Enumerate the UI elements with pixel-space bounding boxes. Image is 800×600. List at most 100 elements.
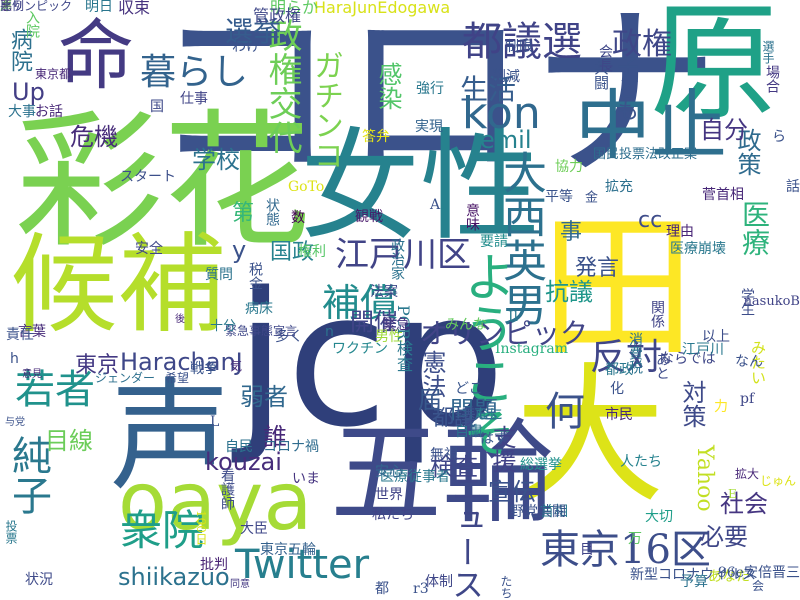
word-190: 100日 (194, 510, 208, 545)
word-125: 戦争 (190, 361, 218, 377)
word-23: 東京16区 (540, 527, 711, 573)
word-65: 届 (418, 386, 442, 414)
word-122: 言葉 (18, 324, 46, 340)
word-53: 対策 (678, 380, 706, 428)
word-158: お話 (35, 104, 63, 120)
word-85: ならでは (660, 351, 716, 367)
word-95: 数 (291, 210, 305, 226)
word-96: 質問 (205, 267, 233, 283)
word-161: 責任 (6, 327, 34, 343)
word-136: 首相 (540, 504, 568, 520)
word-121: コロナ禍 (263, 439, 319, 455)
word-54: 支援 (488, 425, 516, 473)
word-115: はず (480, 431, 508, 447)
word-124: ジェンダー (95, 371, 156, 385)
word-57: 社会 (720, 490, 768, 518)
word-70: HaraJunEdogawa (314, 0, 451, 17)
word-116: 総選挙 (520, 457, 562, 473)
word-178: Il (508, 309, 519, 325)
word-29: 何 (545, 389, 585, 435)
word-117: 医療従事者 (380, 469, 450, 485)
word-26: 大西英男 (495, 150, 546, 326)
word-32: kouzai (205, 448, 282, 476)
word-58: 必要 (700, 523, 748, 551)
word-30: 反対 (590, 337, 663, 378)
word-163: 与党 (5, 417, 25, 428)
word-175: L (210, 414, 220, 430)
word-80: 医療崩壊 (670, 241, 726, 257)
word-77: 国民投票法改正案 (593, 147, 698, 162)
word-143: 江戸川 (682, 342, 724, 358)
word-164: 政治家 (389, 238, 405, 280)
word-133: 予算 (680, 574, 708, 590)
word-56: 宣伝 (488, 478, 536, 506)
word-9: 五輪 (330, 409, 554, 539)
word-100: 答弁 (362, 129, 390, 145)
word-193: 悪 (0, 0, 13, 13)
word-59: 都議 (432, 406, 477, 431)
word-137: 大切 (645, 509, 673, 525)
word-153: 削減 (492, 69, 520, 85)
word-194: 岸 (0, 0, 13, 13)
word-139: 安心 (375, 464, 403, 480)
word-25: 江戸川区 (335, 235, 471, 275)
word-176: h (10, 351, 19, 367)
word-62: 東京 (75, 353, 120, 378)
word-45: ガチンコ (308, 50, 343, 170)
word-60: Yahoo (692, 445, 717, 512)
word-189: じゅん (760, 474, 797, 488)
word-99: 意味 (464, 203, 480, 231)
word-131: 同意 (230, 579, 250, 590)
word-35: 医療 (738, 200, 771, 256)
word-148: nasukoB (743, 294, 800, 309)
word-168: 気 (230, 359, 243, 373)
word-84: みたい (749, 340, 767, 385)
word-130: 批判 (200, 557, 228, 573)
word-167: 十分 (210, 319, 237, 334)
word-12: 中止 (575, 81, 727, 170)
word-174: n (325, 324, 334, 340)
word-102: 平等 (545, 189, 573, 205)
word-159: 大事 (8, 104, 36, 120)
word-33: shiikazuo (118, 563, 230, 591)
word-170: 都政 (605, 362, 633, 378)
word-97: スタート (120, 169, 176, 185)
word-72: 管政権 (253, 6, 302, 25)
word-67: 第 (232, 201, 255, 226)
word-24: Twitter (235, 542, 370, 588)
word-104: 税金 (247, 262, 263, 290)
word-87: みんな (445, 317, 487, 333)
word-118: 世界 (375, 487, 403, 503)
word-132: 新型コロナウイルス (630, 567, 756, 583)
word-126: 希望 (165, 371, 190, 385)
word-48: 抗議 (545, 278, 593, 306)
word-103: 拡充 (605, 179, 633, 195)
word-20: 純子 (5, 435, 51, 515)
word-31: HarachanJ (120, 348, 243, 376)
word-47: 憲法 (418, 350, 446, 398)
word-147: あと (654, 352, 670, 380)
word-134: あなた (708, 569, 750, 585)
word-120: 自民 (225, 439, 253, 455)
word-110: どこ (455, 381, 483, 397)
word-14: 暮らし (140, 52, 249, 93)
word-37: 自分 (700, 116, 748, 144)
word-73: 収束 (118, 0, 151, 17)
word-15: 政権交代 (262, 18, 302, 154)
word-18: 生活 (460, 73, 517, 106)
word-186: r3 (413, 581, 429, 597)
word-71: 明らか (270, 0, 319, 17)
word-107: Instagram (495, 341, 568, 357)
word-165: 状態 (264, 198, 280, 226)
word-162: 意見 (22, 369, 42, 380)
word-169: 話 (786, 179, 800, 195)
word-86: 男性 (375, 329, 403, 345)
word-2: 彩花 (15, 96, 311, 268)
word-79: 学生 (739, 288, 755, 316)
word-83: 消費税 (627, 332, 643, 374)
word-142: 以上 (702, 329, 730, 345)
word-179: 万 (628, 531, 642, 547)
word-75: 入院 (24, 10, 40, 38)
word-38: 子ども (613, 55, 638, 121)
